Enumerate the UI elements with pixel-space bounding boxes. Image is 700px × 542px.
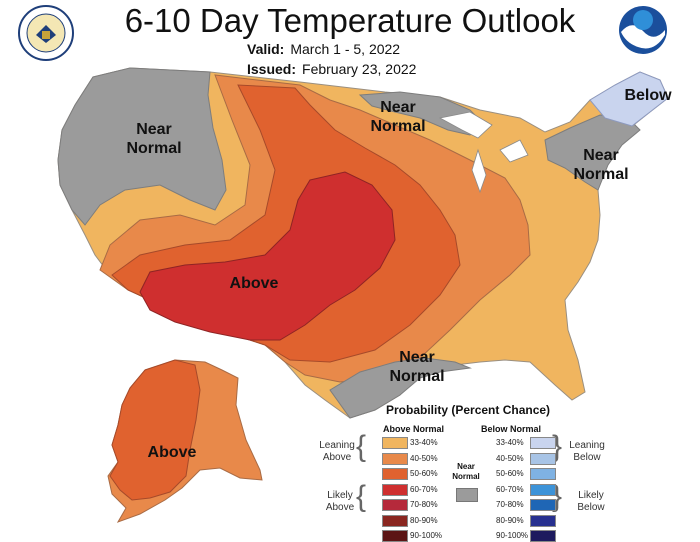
leaning-above-brace: { — [356, 430, 367, 463]
below-swatch-40-50% — [530, 452, 556, 465]
valid-label: Valid: — [247, 41, 285, 57]
great-lakes — [438, 111, 529, 194]
commerce-seal-logo — [18, 5, 74, 61]
below-normal-heading: Below Normal — [481, 424, 542, 434]
below-range-label: 33-40% — [496, 438, 524, 447]
below-range-label: 60-70% — [496, 484, 524, 494]
above-swatch-60-70% — [382, 483, 408, 496]
below-range-label: 70-80% — [496, 500, 524, 509]
likely-above-label: Likely Above — [325, 490, 355, 513]
below-swatch-50-60% — [530, 468, 556, 480]
below-swatch-80-90% — [530, 514, 556, 527]
above-range-label: 40-50% — [410, 453, 438, 463]
above-normal-heading: Above Normal — [383, 424, 445, 434]
label-below-ne: Below — [624, 87, 672, 104]
above-swatch-70-80% — [382, 499, 408, 511]
above-range-label: 70-80% — [410, 500, 438, 509]
noaa-logo — [619, 6, 667, 54]
below-swatch-60-70% — [530, 483, 556, 496]
below-range-label: 40-50% — [496, 453, 524, 463]
below-swatch-70-80% — [530, 499, 556, 511]
page-title: 6-10 Day Temperature Outlook — [124, 2, 576, 39]
above-swatch-40-50% — [382, 452, 408, 465]
below-range-label: 50-60% — [496, 469, 524, 478]
label-above-ak: Above — [147, 444, 197, 461]
below-range-label: 90-100% — [496, 531, 529, 540]
above-range-label: 50-60% — [410, 469, 438, 478]
below-swatch-90-100% — [530, 530, 556, 542]
near-normal-ne-region — [544, 114, 641, 191]
near-normal-tx-region — [329, 357, 472, 419]
leaning-above-label: Leaning Above — [319, 440, 355, 463]
leaning-below-brace: } — [552, 430, 563, 463]
label-near-normal-west: Near Normal — [126, 121, 182, 157]
label-near-normal-north: Near Normal — [370, 99, 426, 135]
above-range-label: 33-40% — [410, 438, 438, 447]
issued-value: February 23, 2022 — [302, 61, 417, 77]
likely-below-brace: } — [552, 480, 563, 513]
valid-date: Valid: March 1 - 5, 2022 — [247, 41, 400, 57]
likely-below-label: Likely Below — [577, 490, 605, 513]
below-ne-region — [589, 71, 669, 127]
below-range-label: 80-90% — [496, 515, 524, 525]
above-60-70-region — [139, 171, 396, 341]
label-above-sw: Above — [229, 275, 279, 292]
above-range-label: 80-90% — [410, 515, 438, 525]
label-near-normal-ne: Near Normal — [573, 147, 629, 183]
above-swatch-50-60% — [382, 468, 408, 480]
likely-above-brace: { — [356, 480, 367, 513]
near-normal-west-region — [57, 67, 227, 226]
above-range-label: 60-70% — [410, 484, 438, 494]
valid-value: March 1 - 5, 2022 — [290, 41, 401, 57]
above-range-label: 90-100% — [410, 531, 443, 540]
below-swatch-33-40% — [530, 437, 556, 449]
leaning-below-label: Leaning Below — [569, 440, 605, 463]
label-near-normal-tx: Near Normal — [389, 349, 445, 385]
above-swatch-90-100% — [382, 530, 408, 542]
above-swatch-80-90% — [382, 514, 408, 527]
near-normal-swatch — [456, 488, 478, 502]
issued-date: Issued: February 23, 2022 — [247, 61, 416, 77]
issued-label: Issued: — [247, 61, 297, 77]
near-normal-legend-label: Near Normal — [452, 462, 480, 481]
legend-title: Probability (Percent Chance) — [386, 403, 551, 417]
alaska-above-region — [109, 359, 201, 501]
above-swatch-33-40% — [382, 437, 408, 449]
